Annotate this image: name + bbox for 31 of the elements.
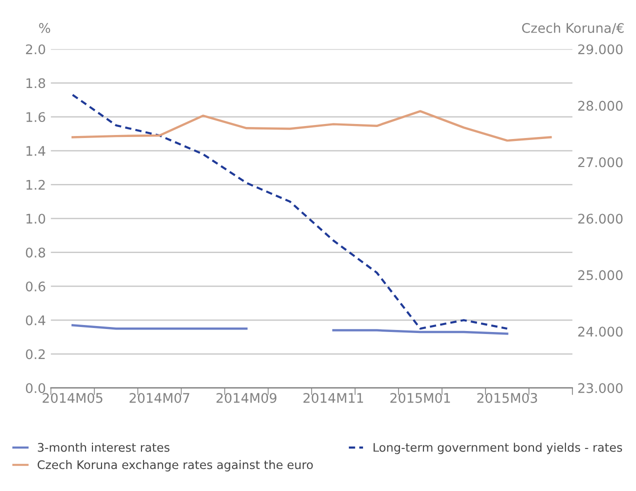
x-tick-label: 2015M01 xyxy=(390,392,450,403)
y-tick-label: 0.6 xyxy=(26,281,46,292)
y2-tick-label: 29.000 xyxy=(578,44,623,54)
y2-tick-label: 26.000 xyxy=(578,214,623,224)
x-tick-label: 2014M07 xyxy=(130,392,190,403)
y2-tick-label: 24.000 xyxy=(578,326,623,337)
y-tick-label: 0.2 xyxy=(26,349,45,360)
legend-label: Czech Koruna exchange rates against the euro xyxy=(38,460,313,472)
y-tick-label: 0.8 xyxy=(26,248,46,258)
y-tick-label: 1.8 xyxy=(26,78,46,88)
x-tick-label: 2014M11 xyxy=(303,392,364,403)
y2-tick-label: 27.000 xyxy=(578,157,623,168)
y-tick-label: 1.6 xyxy=(26,112,46,122)
line-series xyxy=(72,94,508,330)
y2-tick-label: 28.000 xyxy=(578,100,623,111)
x-tick-label: 2015M03 xyxy=(477,392,538,403)
y-tick-label: 1.0 xyxy=(26,214,46,224)
y-tick-label: 0.4 xyxy=(26,315,46,326)
y-tick-label: 1.2 xyxy=(26,180,45,190)
y2-tick-label: 25.000 xyxy=(578,270,623,280)
y-tick-label: 2.0 xyxy=(26,44,46,54)
x-tick-label: 2014M05 xyxy=(42,392,102,403)
x-tick-label: 2014M09 xyxy=(216,392,276,403)
y-axis-title: % xyxy=(39,23,50,33)
y-tick-label: 1.4 xyxy=(26,146,46,156)
line-series xyxy=(72,110,552,142)
legend-label: Long-term government bond yields - rates xyxy=(374,442,622,454)
y2-tick-label: 23.000 xyxy=(578,383,623,394)
y2-axis-title: Czech Koruna/€ xyxy=(522,22,624,34)
y-tick-label: 0.0 xyxy=(26,383,46,394)
legend-label: 3-month interest rates xyxy=(38,442,170,452)
